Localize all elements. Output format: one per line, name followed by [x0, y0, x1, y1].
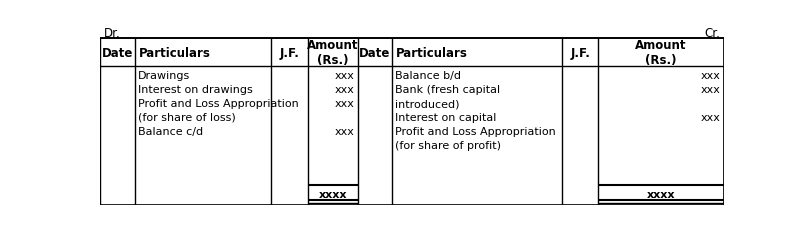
- Text: Particulars: Particulars: [395, 47, 467, 60]
- Text: Profit and Loss Appropriation: Profit and Loss Appropriation: [137, 99, 298, 109]
- Text: Dr.: Dr.: [104, 27, 120, 40]
- Text: Balance b/d: Balance b/d: [394, 71, 460, 81]
- Text: Amount
(Rs.): Amount (Rs.): [634, 39, 686, 67]
- Text: Balance c/d: Balance c/d: [137, 126, 202, 136]
- Text: Bank (fresh capital: Bank (fresh capital: [394, 85, 499, 95]
- Text: xxx: xxx: [699, 71, 719, 81]
- Text: introduced): introduced): [394, 99, 459, 109]
- Text: J.F.: J.F.: [279, 47, 300, 60]
- Text: (for share of profit): (for share of profit): [394, 140, 500, 150]
- Text: xxx: xxx: [699, 112, 719, 122]
- Text: Interest on capital: Interest on capital: [394, 112, 495, 122]
- Text: xxx: xxx: [334, 99, 354, 109]
- Text: Cr.: Cr.: [703, 27, 719, 40]
- Text: Profit and Loss Appropriation: Profit and Loss Appropriation: [394, 126, 555, 136]
- Text: Date: Date: [102, 47, 133, 60]
- Text: xxx: xxx: [334, 126, 354, 136]
- Text: Interest on drawings: Interest on drawings: [137, 85, 252, 95]
- Text: xxx: xxx: [334, 71, 354, 81]
- Text: xxxx: xxxx: [318, 189, 347, 199]
- Text: (for share of loss): (for share of loss): [137, 112, 235, 122]
- Text: xxxx: xxxx: [646, 189, 675, 199]
- Text: J.F.: J.F.: [569, 47, 589, 60]
- Text: xxx: xxx: [334, 85, 354, 95]
- Text: Drawings: Drawings: [137, 71, 190, 81]
- Text: Date: Date: [359, 47, 390, 60]
- Text: xxx: xxx: [699, 85, 719, 95]
- Text: Particulars: Particulars: [138, 47, 210, 60]
- Text: Amount
(Rs.): Amount (Rs.): [307, 39, 358, 67]
